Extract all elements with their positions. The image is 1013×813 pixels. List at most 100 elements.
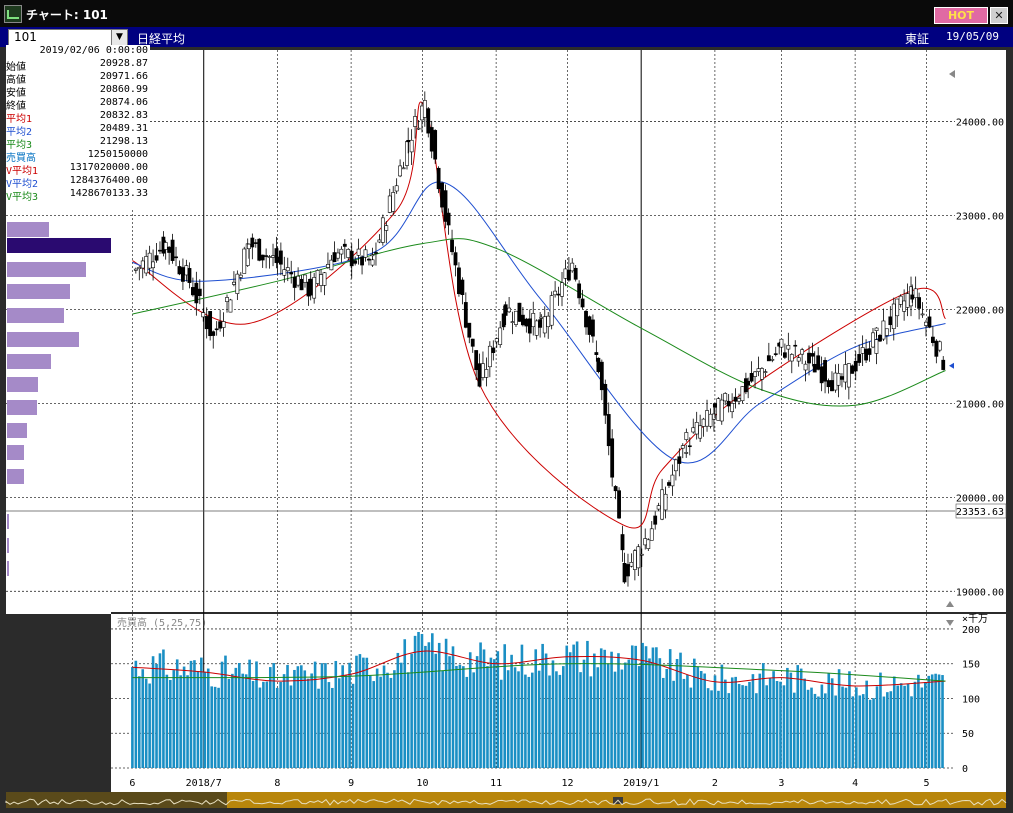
scroll-up-arrow-icon[interactable] (946, 601, 954, 607)
volume-bar (661, 677, 665, 768)
volume-bar (648, 658, 651, 768)
volume-bar (599, 648, 603, 768)
volume-bar (300, 665, 303, 768)
candle-body (440, 182, 444, 208)
volume-bar (372, 681, 376, 768)
volume-bar (417, 631, 420, 768)
candle-body (174, 256, 178, 259)
volume-bar (927, 675, 931, 768)
volume-bar (527, 676, 531, 768)
volume-bar (899, 683, 903, 768)
info-value: 21298.13 (99, 136, 148, 147)
candle-body (663, 493, 668, 511)
candle-body (934, 340, 939, 357)
volume-bar (596, 667, 600, 768)
volume-profile-bar (7, 538, 9, 553)
volume-bar (331, 687, 334, 768)
volume-bar (493, 659, 496, 768)
volume-bar (886, 692, 889, 768)
volume-bar (910, 696, 913, 768)
volume-bar (320, 663, 324, 768)
volume-profile-bar (7, 238, 111, 253)
candle-body (626, 564, 630, 577)
candle-body (812, 363, 817, 373)
candle-body (660, 489, 664, 520)
candle-body (884, 328, 889, 336)
volume-bar (555, 671, 558, 768)
candle-body (510, 321, 515, 323)
candle-body (349, 250, 354, 267)
volume-bar (268, 667, 272, 768)
candle-body (214, 328, 219, 331)
exchange-label: 東証 (905, 32, 930, 46)
volume-bar (541, 643, 544, 768)
title-bar: チャート: 101 HOT ✕ (0, 0, 1013, 27)
volume-bar (789, 672, 793, 768)
scroll-right-arrow-icon[interactable] (949, 70, 955, 78)
candle-body (460, 279, 465, 296)
candle-body (763, 371, 768, 373)
candle-body (573, 267, 578, 280)
volume-bar (624, 662, 627, 768)
info-row: 安値 20860.99 (6, 84, 150, 99)
volume-bar (589, 676, 593, 768)
volume-bar (682, 678, 686, 768)
candle-body (542, 316, 547, 334)
volume-bar (875, 686, 879, 768)
info-value: 20860.99 (99, 84, 148, 95)
candle-body (857, 354, 862, 363)
volume-bar (444, 638, 448, 768)
volume-bar (482, 649, 486, 768)
candle-body (737, 398, 741, 402)
scroll-down-arrow-icon[interactable] (946, 620, 954, 626)
candle-body (905, 293, 910, 308)
volume-bar (206, 668, 210, 768)
candle-body (730, 403, 735, 413)
volume-bar (517, 671, 520, 768)
candle-body (712, 403, 717, 408)
volume-bar (131, 667, 134, 768)
volume-bar (651, 647, 655, 768)
volume-profile-bar (7, 469, 24, 484)
volume-bar (251, 680, 255, 768)
volume-bar (613, 671, 617, 768)
volume-bar (892, 676, 896, 768)
candle-body (370, 254, 375, 257)
volume-bar (499, 679, 503, 768)
volume-bar (937, 674, 941, 768)
volume-bar (765, 685, 769, 768)
info-row: 終値 20874.06 (6, 97, 150, 112)
window-title: チャート: 101 (26, 8, 108, 22)
volume-bar (699, 671, 703, 768)
candle-body (549, 295, 554, 326)
volume-bar (231, 673, 234, 768)
x-tick-label: 3 (778, 778, 784, 789)
volume-bar (806, 689, 810, 768)
candle-body (622, 563, 627, 583)
volume-bar (758, 673, 762, 768)
toolbar-date: 19/05/09 (946, 30, 999, 43)
hot-button[interactable]: HOT (934, 7, 988, 24)
candle-body (377, 239, 382, 243)
info-row: 売買高 1250150000 (6, 149, 150, 164)
volume-bar (175, 659, 179, 768)
volume-bar (730, 677, 734, 768)
volume-bar (306, 678, 310, 768)
candle-body (826, 380, 831, 388)
volume-bar (455, 665, 458, 768)
volume-bar (655, 647, 658, 768)
volume-bar (451, 646, 455, 768)
candle-body (353, 260, 358, 264)
volume-bar (686, 674, 689, 768)
volume-bar (917, 674, 920, 768)
candle-body (282, 269, 287, 276)
close-button[interactable]: ✕ (990, 7, 1008, 24)
info-value: 1250150000 (87, 149, 148, 160)
volume-bar (489, 657, 493, 768)
candle-body (687, 445, 692, 448)
symbol-select[interactable]: 101 ▼ (8, 29, 128, 46)
chevron-down-icon[interactable]: ▼ (111, 30, 127, 45)
candle-body (170, 239, 175, 261)
candle-body (800, 349, 805, 355)
